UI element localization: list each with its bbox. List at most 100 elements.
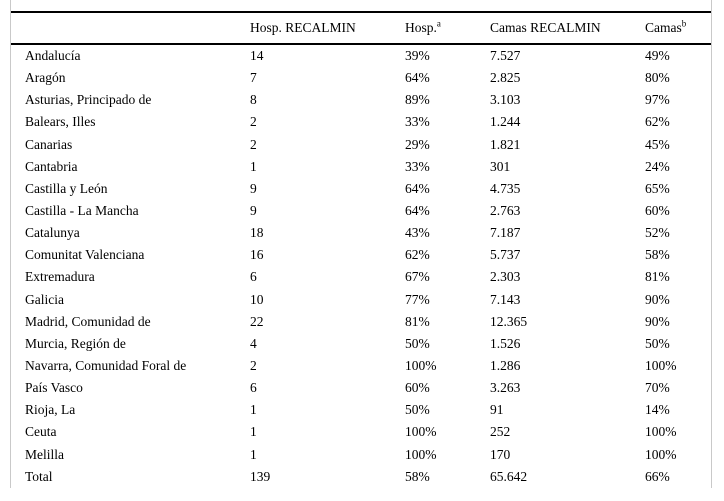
cell-hosp-pct: 60% xyxy=(405,380,430,396)
table-row: Catalunya 18 43% 7.187 52% xyxy=(11,222,711,244)
cell-camas-recalmin: 3.103 xyxy=(490,92,521,108)
cell-camas-pct: 100% xyxy=(645,446,677,462)
cell-hosp-recalmin: 2 xyxy=(250,136,257,152)
table-row: Castilla y León 9 64% 4.735 65% xyxy=(11,178,711,200)
table-row: Comunitat Valenciana 16 62% 5.737 58% xyxy=(11,244,711,266)
cell-camas-recalmin: 2.825 xyxy=(490,70,521,86)
cell-hosp-pct: 50% xyxy=(405,402,430,418)
footnote-marker-b: b xyxy=(681,18,687,29)
cell-region: Total xyxy=(25,468,53,484)
cell-hosp-recalmin: 6 xyxy=(250,269,257,285)
table-row: Rioja, La 1 50% 91 14% xyxy=(11,399,711,421)
cell-camas-recalmin: 1.526 xyxy=(490,335,521,351)
cell-hosp-pct: 67% xyxy=(405,269,430,285)
table-row: Ceuta 1 100% 252 100% xyxy=(11,421,711,443)
cell-region: Catalunya xyxy=(25,225,80,241)
table-body: Andalucía 14 39% 7.527 49% Aragón 7 64% 2.825 80%… xyxy=(11,44,711,488)
cell-region: Melilla xyxy=(25,446,64,462)
cell-camas-recalmin: 301 xyxy=(490,158,511,174)
cell-camas-pct: 60% xyxy=(645,203,670,219)
table-row: Andalucía 14 39% 7.527 49% xyxy=(11,44,711,67)
table-row: Extremadura 6 67% 2.303 81% xyxy=(11,266,711,288)
cell-hosp-recalmin: 9 xyxy=(250,180,257,196)
cell-camas-recalmin: 1.821 xyxy=(490,136,521,152)
cell-camas-pct: 80% xyxy=(645,70,670,86)
table-row: Asturias, Principado de 8 89% 3.103 97% xyxy=(11,89,711,111)
cell-hosp-recalmin: 22 xyxy=(250,313,264,329)
cell-camas-recalmin: 7.187 xyxy=(490,225,521,241)
footnote-marker-a: a xyxy=(436,18,441,29)
cell-hosp-recalmin: 1 xyxy=(250,446,257,462)
column-header-hosp-pct: Hosp.a xyxy=(405,12,490,45)
cell-hosp-pct: 64% xyxy=(405,180,430,196)
column-header-hosp-recalmin: Hosp. RECALMIN xyxy=(250,12,405,45)
cell-camas-pct: 49% xyxy=(645,48,670,64)
cell-hosp-pct: 33% xyxy=(405,114,430,130)
cell-camas-recalmin: 7.527 xyxy=(490,48,521,64)
cell-hosp-pct: 64% xyxy=(405,203,430,219)
cell-hosp-pct: 29% xyxy=(405,136,430,152)
table-row: Canarias 2 29% 1.821 45% xyxy=(11,134,711,156)
cell-hosp-recalmin: 6 xyxy=(250,380,257,396)
cell-camas-pct: 65% xyxy=(645,180,670,196)
cell-hosp-pct: 58% xyxy=(405,468,430,484)
cell-hosp-recalmin: 8 xyxy=(250,92,257,108)
cell-camas-pct: 97% xyxy=(645,92,670,108)
cell-camas-recalmin: 12.365 xyxy=(490,313,528,329)
cell-hosp-recalmin: 1 xyxy=(250,402,257,418)
cell-hosp-recalmin: 139 xyxy=(250,468,271,484)
cell-camas-recalmin: 2.303 xyxy=(490,269,521,285)
cell-hosp-pct: 62% xyxy=(405,247,430,263)
cell-region: País Vasco xyxy=(25,380,83,396)
table-row: Galicia 10 77% 7.143 90% xyxy=(11,289,711,311)
recalmin-table: Hosp. RECALMIN Hosp.a Camas RECALMIN Cam… xyxy=(11,11,711,488)
cell-hosp-pct: 100% xyxy=(405,358,437,374)
cell-hosp-recalmin: 14 xyxy=(250,48,264,64)
cell-hosp-pct: 50% xyxy=(405,335,430,351)
table-row: Aragón 7 64% 2.825 80% xyxy=(11,67,711,89)
cell-region: Balears, Illes xyxy=(25,114,96,130)
cell-region: Cantabria xyxy=(25,158,78,174)
cell-hosp-recalmin: 7 xyxy=(250,70,257,86)
cell-camas-pct: 24% xyxy=(645,158,670,174)
cell-hosp-pct: 77% xyxy=(405,291,430,307)
cell-camas-recalmin: 252 xyxy=(490,424,511,440)
cell-region: Madrid, Comunidad de xyxy=(25,313,151,329)
cell-camas-recalmin: 4.735 xyxy=(490,180,521,196)
cell-hosp-recalmin: 16 xyxy=(250,247,264,263)
cell-camas-pct: 100% xyxy=(645,424,677,440)
cell-hosp-pct: 100% xyxy=(405,424,437,440)
cell-hosp-recalmin: 18 xyxy=(250,225,264,241)
table-row: Cantabria 1 33% 301 24% xyxy=(11,156,711,178)
cell-camas-pct: 62% xyxy=(645,114,670,130)
cell-camas-pct: 52% xyxy=(645,225,670,241)
cell-camas-recalmin: 5.737 xyxy=(490,247,521,263)
cell-camas-recalmin: 170 xyxy=(490,446,511,462)
cell-camas-pct: 14% xyxy=(645,402,670,418)
cell-region: Galicia xyxy=(25,291,64,307)
table-row: Balears, Illes 2 33% 1.244 62% xyxy=(11,111,711,133)
cell-camas-recalmin: 7.143 xyxy=(490,291,521,307)
cell-camas-recalmin: 91 xyxy=(490,402,504,418)
cell-camas-pct: 70% xyxy=(645,380,670,396)
cell-region: Extremadura xyxy=(25,269,95,285)
cell-hosp-pct: 81% xyxy=(405,313,430,329)
cell-camas-pct: 81% xyxy=(645,269,670,285)
column-header-camas-pct: Camasb xyxy=(645,12,711,45)
recalmin-table-container: Hosp. RECALMIN Hosp.a Camas RECALMIN Cam… xyxy=(10,0,712,488)
table-row: Navarra, Comunidad Foral de 2 100% 1.286 100… xyxy=(11,355,711,377)
cell-region: Andalucía xyxy=(25,48,81,64)
cell-hosp-recalmin: 1 xyxy=(250,158,257,174)
cell-camas-pct: 100% xyxy=(645,358,677,374)
cell-region: Rioja, La xyxy=(25,402,76,418)
table-row: Murcia, Región de 4 50% 1.526 50% xyxy=(11,333,711,355)
cell-camas-recalmin: 1.244 xyxy=(490,114,521,130)
cell-region: Navarra, Comunidad Foral de xyxy=(25,358,187,374)
table-row: Melilla 1 100% 170 100% xyxy=(11,444,711,466)
cell-region: Comunitat Valenciana xyxy=(25,247,145,263)
cell-hosp-pct: 100% xyxy=(405,446,437,462)
column-header-camas-recalmin: Camas RECALMIN xyxy=(490,12,645,45)
cell-region: Castilla y León xyxy=(25,180,108,196)
cell-hosp-recalmin: 10 xyxy=(250,291,264,307)
cell-camas-pct: 45% xyxy=(645,136,670,152)
